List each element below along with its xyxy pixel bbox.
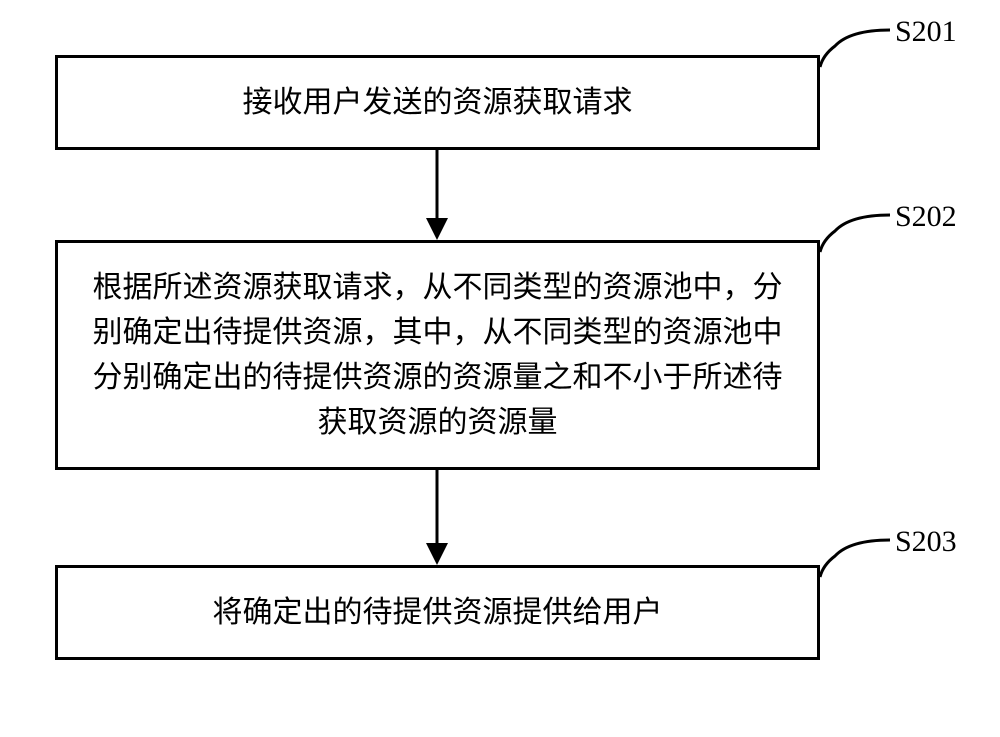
leader-s202 (820, 210, 895, 260)
step-label-s201: S201 (895, 15, 957, 49)
step-text-s203: 将确定出的待提供资源提供给用户 (213, 590, 663, 635)
leader-s201 (820, 25, 895, 75)
step-box-s203: 将确定出的待提供资源提供给用户 (55, 565, 820, 660)
step-label-s203: S203 (895, 525, 957, 559)
flowchart-canvas: 接收用户发送的资源获取请求 根据所述资源获取请求，从不同类型的资源池中，分别确定… (0, 0, 1000, 737)
step-text-s202: 根据所述资源获取请求，从不同类型的资源池中，分别确定出待提供资源，其中，从不同类… (78, 265, 797, 445)
leader-s203 (820, 535, 895, 585)
step-text-s201: 接收用户发送的资源获取请求 (243, 80, 633, 125)
arrow-s201-to-s202 (421, 150, 453, 240)
step-label-s202: S202 (895, 200, 957, 234)
arrow-s202-to-s203 (421, 470, 453, 565)
step-box-s201: 接收用户发送的资源获取请求 (55, 55, 820, 150)
step-box-s202: 根据所述资源获取请求，从不同类型的资源池中，分别确定出待提供资源，其中，从不同类… (55, 240, 820, 470)
